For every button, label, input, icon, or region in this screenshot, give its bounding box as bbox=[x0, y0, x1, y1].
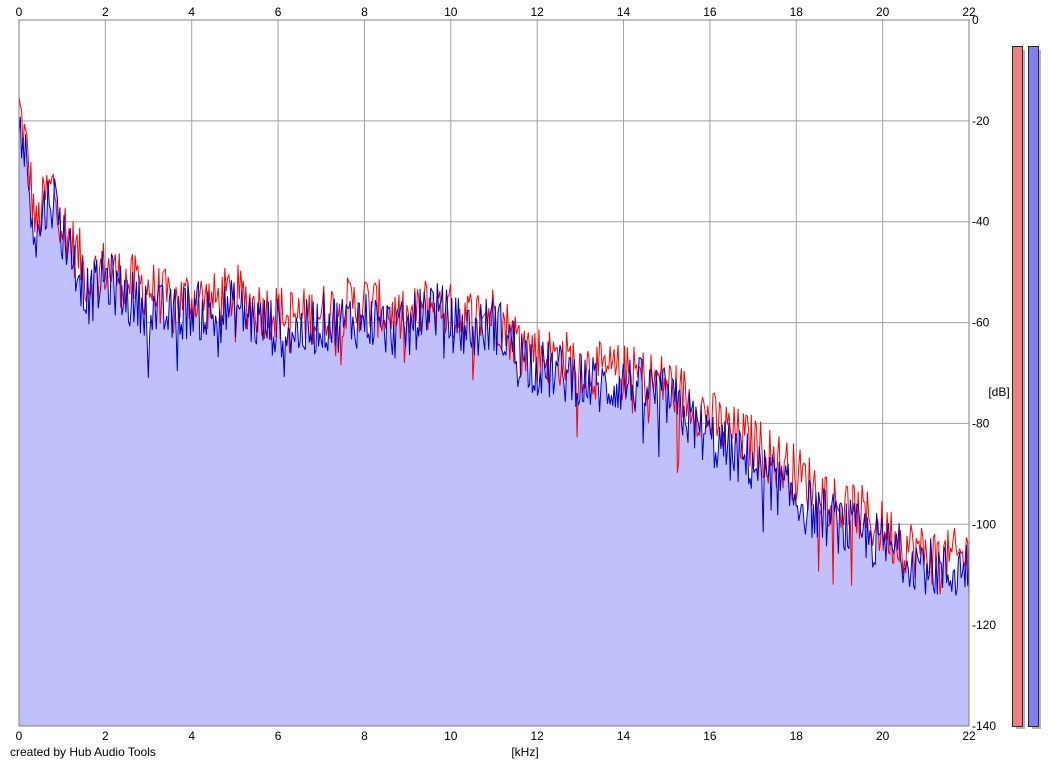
x-tick-label-bottom: 6 bbox=[275, 729, 282, 743]
x-tick-label-top: 2 bbox=[102, 5, 109, 19]
y-tick-label: 0 bbox=[972, 13, 979, 27]
y-tick-label: -80 bbox=[972, 416, 990, 430]
x-tick-label-top: 8 bbox=[361, 5, 368, 19]
series-lines bbox=[18, 96, 970, 598]
x-tick-label-bottom: 16 bbox=[703, 729, 717, 743]
y-tick-label: -40 bbox=[972, 215, 990, 229]
x-tick-label-top: 12 bbox=[531, 5, 545, 19]
y-tick-label: -120 bbox=[972, 618, 996, 632]
y-tick-label: -20 bbox=[972, 114, 990, 128]
x-tick-label-bottom: 4 bbox=[188, 729, 195, 743]
x-tick-label-top: 20 bbox=[876, 5, 890, 19]
y-axis-label: [dB] bbox=[988, 385, 1009, 399]
x-tick-label-bottom: 22 bbox=[962, 729, 976, 743]
plot-border bbox=[18, 19, 970, 727]
x-tick-label-bottom: 2 bbox=[102, 729, 109, 743]
x-tick-label-top: 4 bbox=[188, 5, 195, 19]
fill-area bbox=[19, 116, 969, 726]
y-tick-label: -60 bbox=[972, 316, 990, 330]
y-tick-label: -140 bbox=[972, 719, 996, 733]
y-tick-label: -100 bbox=[972, 517, 996, 531]
x-tick-label-bottom: 10 bbox=[444, 729, 458, 743]
x-tick-label-top: 22 bbox=[962, 5, 976, 19]
tick-labels: 002244668810101212141416161818202022220-… bbox=[16, 5, 997, 743]
right-channel-meter bbox=[1028, 46, 1039, 727]
x-tick-label-top: 6 bbox=[275, 5, 282, 19]
x-tick-label-top: 10 bbox=[444, 5, 458, 19]
x-tick-label-bottom: 14 bbox=[617, 729, 631, 743]
x-tick-label-bottom: 0 bbox=[16, 729, 23, 743]
x-axis-label: [kHz] bbox=[511, 745, 538, 759]
credit-text: created by Hub Audio Tools bbox=[10, 745, 156, 759]
x-tick-label-top: 18 bbox=[790, 5, 804, 19]
x-tick-label-bottom: 8 bbox=[361, 729, 368, 743]
x-tick-label-top: 0 bbox=[16, 5, 23, 19]
x-tick-label-bottom: 18 bbox=[790, 729, 804, 743]
plot-frame bbox=[18, 19, 970, 727]
spectrum-fill bbox=[19, 116, 969, 726]
x-tick-label-bottom: 12 bbox=[531, 729, 545, 743]
series-line-2 bbox=[18, 116, 970, 596]
x-tick-label-bottom: 20 bbox=[876, 729, 890, 743]
x-tick-label-top: 16 bbox=[703, 5, 717, 19]
x-tick-label-top: 14 bbox=[617, 5, 631, 19]
left-channel-meter bbox=[1012, 46, 1023, 727]
